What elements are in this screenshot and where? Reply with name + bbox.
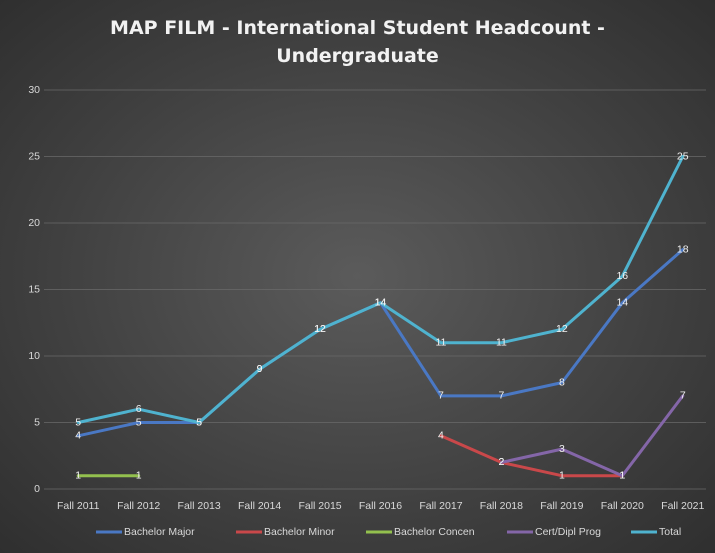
- data-label: 18: [677, 243, 689, 255]
- y-tick-label: 10: [28, 350, 40, 362]
- data-label: 11: [436, 336, 447, 348]
- data-label: 2: [498, 456, 504, 468]
- series-line: [499, 394, 685, 478]
- y-tick-label: 0: [34, 483, 40, 495]
- legend-label: Bachelor Major: [124, 526, 195, 538]
- y-tick-label: 15: [28, 283, 40, 295]
- x-tick-label: Fall 2019: [540, 500, 583, 512]
- x-tick-label: Fall 2014: [238, 500, 281, 512]
- series-line: [76, 248, 685, 438]
- chart-title: MAP FILM - International Student Headcou…: [110, 17, 605, 67]
- data-label: 1: [619, 469, 625, 481]
- x-tick-label: Fall 2018: [480, 500, 523, 512]
- data-label: 4: [438, 430, 444, 442]
- data-label: 12: [314, 323, 326, 335]
- x-tick-label: Fall 2016: [359, 500, 402, 512]
- data-label: 14: [375, 297, 387, 309]
- data-label: 11: [496, 336, 507, 348]
- data-label: 1: [136, 469, 142, 481]
- x-tick-label: Fall 2012: [117, 500, 160, 512]
- x-tick-label: Fall 2013: [178, 500, 221, 512]
- data-label: 7: [680, 390, 686, 402]
- x-tick-label: Fall 2017: [419, 500, 462, 512]
- y-tick-label: 5: [34, 416, 40, 428]
- data-label: 6: [136, 403, 142, 415]
- data-label: 5: [136, 416, 142, 428]
- data-label: 3: [559, 443, 565, 455]
- data-label: 9: [257, 363, 263, 375]
- data-label: 12: [556, 323, 568, 335]
- data-label: 9: [257, 363, 263, 375]
- data-label: 1: [559, 469, 565, 481]
- data-label: 25: [677, 150, 689, 162]
- data-label: 1: [75, 469, 81, 481]
- x-tick-label: Fall 2011: [57, 500, 100, 512]
- data-label: 1: [619, 469, 625, 481]
- x-tick-label: Fall 2020: [601, 500, 644, 512]
- data-label: 7: [498, 390, 504, 402]
- data-label: 2: [498, 456, 504, 468]
- series-line: [439, 434, 624, 478]
- data-label: 14: [616, 297, 628, 309]
- data-label: 8: [559, 376, 565, 388]
- data-label: 5: [196, 416, 202, 428]
- data-label: 5: [75, 416, 81, 428]
- data-label: 14: [375, 297, 387, 309]
- data-label: 16: [616, 270, 628, 282]
- y-tick-label: 20: [28, 217, 40, 229]
- x-tick-label: Fall 2021: [661, 500, 704, 512]
- y-tick-label: 30: [28, 84, 40, 96]
- data-label: 7: [438, 390, 444, 402]
- legend-label: Bachelor Concen: [394, 526, 475, 538]
- legend-label: Bachelor Minor: [264, 526, 335, 538]
- data-label: 4: [75, 430, 81, 442]
- legend-label: Cert/Dipl Prog: [535, 526, 601, 538]
- x-tick-label: Fall 2015: [298, 500, 341, 512]
- data-label: 12: [314, 323, 326, 335]
- series-line: [76, 155, 685, 424]
- y-tick-label: 25: [28, 150, 40, 162]
- data-label: 5: [196, 416, 202, 428]
- legend-label: Total: [659, 526, 681, 538]
